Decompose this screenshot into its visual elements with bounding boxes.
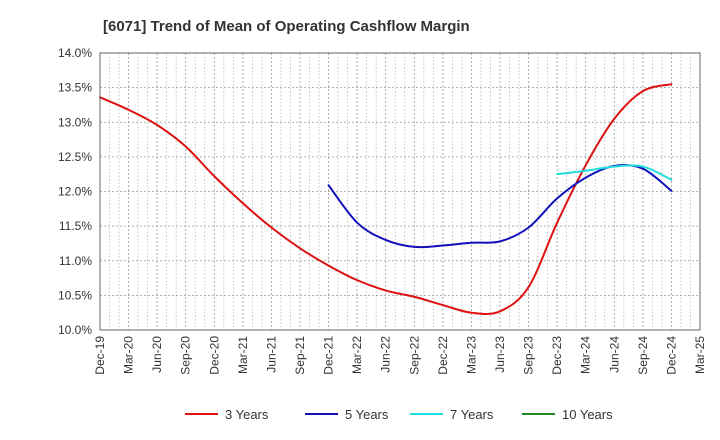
x-tick-label: Dec-19 [93, 336, 107, 375]
x-tick-label: Mar-22 [350, 336, 364, 374]
x-axis: Dec-19 Mar-20 Jun-20 Sep-20 Dec-20 Mar-21 Jun-… [93, 336, 707, 375]
y-tick-label: 11.5% [59, 219, 92, 233]
x-tick-label: Dec-24 [664, 336, 678, 375]
x-tick-label: Jun-24 [607, 336, 621, 373]
y-tick-label: 11.0% [59, 254, 92, 268]
legend-label-10-years: 10 Years [562, 407, 613, 422]
series-line-7-years [556, 164, 673, 181]
y-tick-label: 13.5% [58, 81, 92, 95]
legend: 3 Years 5 Years 7 Years 10 Years [185, 407, 613, 422]
x-tick-label: Mar-21 [236, 336, 250, 374]
x-tick-label: Dec-22 [436, 336, 450, 375]
x-tick-label: Mar-23 [464, 336, 478, 374]
x-tick-label: Sep-21 [293, 336, 307, 375]
x-tick-label: Mar-24 [579, 336, 593, 374]
x-tick-label: Mar-20 [122, 336, 136, 374]
grid [100, 52, 700, 331]
y-tick-label: 10.0% [58, 323, 92, 337]
y-tick-label: 12.0% [58, 185, 92, 199]
x-tick-label: Sep-20 [179, 336, 193, 375]
chart-title: [6071] Trend of Mean of Operating Cashfl… [103, 18, 470, 35]
y-tick-label: 14.0% [58, 46, 92, 60]
x-tick-label: Mar-25 [693, 336, 707, 374]
x-tick-label: Jun-22 [379, 336, 393, 373]
x-tick-label: Dec-20 [207, 336, 221, 375]
legend-label-3-years: 3 Years [225, 407, 269, 422]
x-tick-label: Sep-22 [407, 336, 421, 375]
y-axis: 10.0% 10.5% 11.0% 11.5% 12.0% 12.5% 13.0% 13.5%… [58, 46, 92, 337]
series-line-3-years [99, 83, 673, 315]
x-tick-label: Sep-23 [522, 336, 536, 375]
x-tick-label: Jun-21 [264, 336, 278, 373]
series-layer [99, 83, 673, 315]
y-tick-label: 10.5% [58, 288, 92, 302]
y-tick-label: 12.5% [58, 150, 92, 164]
x-tick-label: Sep-24 [636, 336, 650, 375]
x-tick-label: Dec-21 [322, 336, 336, 375]
x-tick-label: Dec-23 [550, 336, 564, 375]
x-tick-label: Jun-20 [150, 336, 164, 373]
legend-label-7-years: 7 Years [450, 407, 494, 422]
legend-label-5-years: 5 Years [345, 407, 389, 422]
x-tick-label: Jun-23 [493, 336, 507, 373]
y-tick-label: 13.0% [58, 115, 92, 129]
plot-frame [99, 52, 701, 331]
